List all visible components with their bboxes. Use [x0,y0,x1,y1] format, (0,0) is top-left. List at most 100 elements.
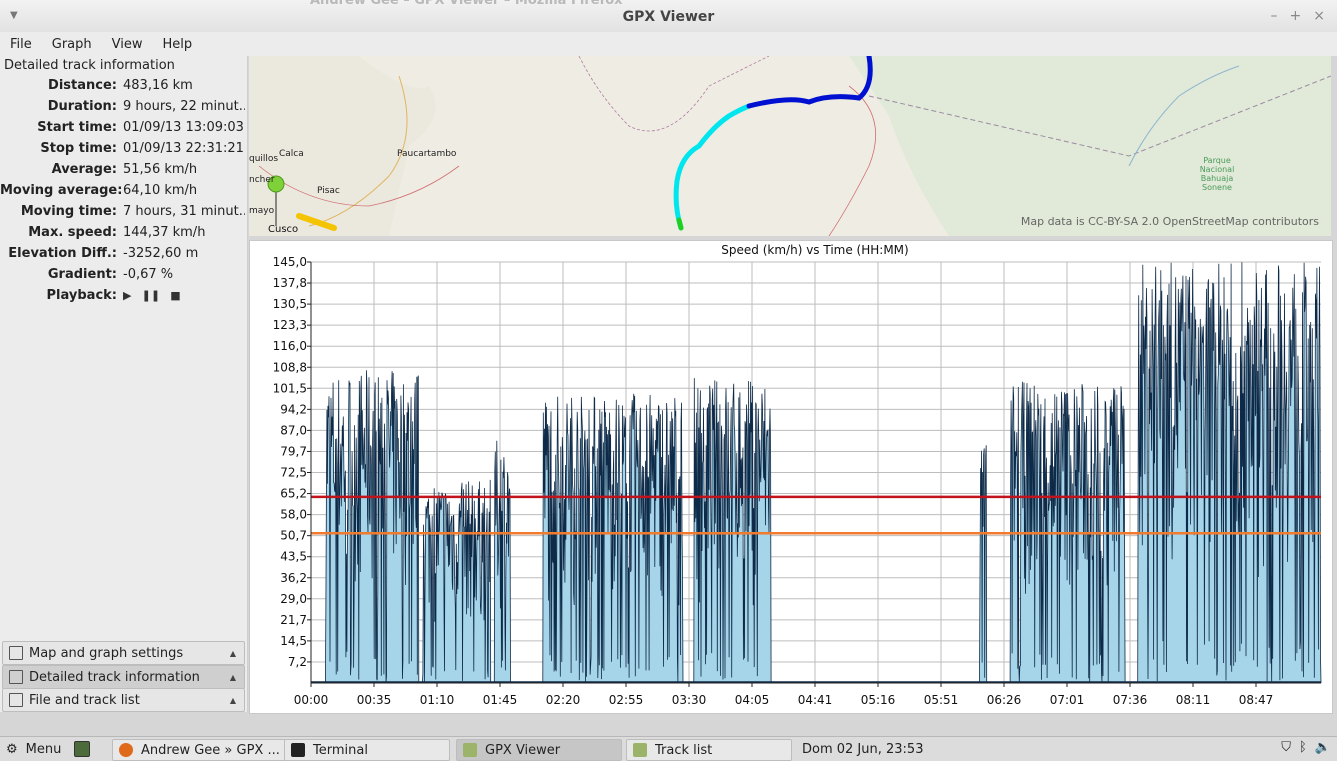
maximize-button[interactable]: + [1289,8,1302,24]
side-panel: Detailed track information Distance: 483,… [0,56,248,712]
y-tick-label: 14,5 [280,634,307,648]
stack-button-label: Map and graph settings [29,645,184,661]
shield-icon[interactable]: ⛉ [1281,740,1291,755]
bluetooth-icon[interactable]: ᛒ [1299,740,1307,755]
y-tick-label: 123,3 [273,318,307,332]
chart-series [311,262,1322,684]
pause-icon[interactable]: ❚❚ [141,289,161,302]
info-key: Stop time: [40,141,117,156]
y-tick-label: 137,8 [273,276,307,290]
info-value: 7 hours, 31 minut... [123,204,245,219]
map-pin-icon[interactable] [267,175,285,193]
x-tick-label: 02:20 [546,693,581,707]
chart-reference-lines [311,495,1321,535]
x-tick-label: 05:16 [861,693,896,707]
taskbar-item-terminal[interactable]: Terminal [284,739,450,761]
info-value: 9 hours, 22 minut... [123,99,245,114]
window-title: GPX Viewer [622,9,715,25]
stop-icon[interactable]: ■ [170,289,181,302]
taskbar-item-firefox[interactable]: Andrew Gee » GPX ... [112,739,290,761]
chart-title: Speed (km/h) vs Time (HH:MM) [721,243,908,257]
y-tick-label: 79,7 [280,444,307,458]
taskbar-item-label: GPX Viewer [485,742,561,758]
map-border [578,56,770,132]
play-icon[interactable]: ▶ [123,289,132,302]
map-label: quillos [249,154,278,164]
map-label: Calca [279,149,304,159]
map-label: Paucartambo [397,149,457,159]
map-canvas[interactable]: Calca Paucartambo Pisac Cusco quillos nc… [249,56,1331,236]
info-row-duration: Duration: 9 hours, 22 minut... [0,96,247,117]
speed-graph[interactable]: 7,2 14,5 21,7 29,0 36,2 43,5 50,7 58,0 65,2 72,5 7… [249,240,1333,714]
x-tick-label: 08:11 [1176,693,1211,707]
menu-help[interactable]: Help [162,36,193,52]
map-track-segment [673,103,752,231]
menu-view[interactable]: View [111,36,143,52]
info-value: 483,16 km [123,78,193,93]
gpx-viewer-icon [463,743,477,757]
clock[interactable]: Dom 02 Jun, 23:53 [802,741,924,757]
info-value: 64,10 km/h [123,183,198,198]
terminal-icon [291,743,305,757]
window-menu-icon[interactable]: ▼ [10,10,18,21]
stack-button-map-graph-settings[interactable]: Map and graph settings ▲ [2,641,245,665]
taskbar-item-track-list[interactable]: Track list [626,739,792,761]
panel-icon [9,646,23,660]
chevron-up-icon: ▲ [229,672,236,682]
map-label: Bahuaja [1201,174,1234,183]
panel-icon [9,693,23,707]
map-road [308,75,408,227]
y-tick-label: 108,8 [273,360,307,374]
map-label: mayo [249,206,275,216]
info-key: Playback: [46,288,117,303]
info-value: 01/09/13 22:31:21 [123,141,244,156]
y-tick-label: 43,5 [280,550,307,564]
stack-button-label: Detailed track information [29,669,200,685]
x-tick-label: 06:26 [987,693,1022,707]
map-river [1128,65,1240,167]
x-tick-label: 00:35 [357,693,392,707]
map-view[interactable]: Calca Paucartambo Pisac Cusco quillos nc… [249,56,1331,236]
y-tick-label: 7,2 [288,655,307,669]
x-tick-label: 02:55 [609,693,644,707]
y-tick-label: 72,5 [280,466,307,480]
info-row-stop-time: Stop time: 01/09/13 22:31:21 [0,138,247,159]
info-row-moving-time: Moving time: 7 hours, 31 minut... [0,201,247,222]
info-row-start-time: Start time: 01/09/13 13:09:03 [0,117,247,138]
show-desktop-button[interactable] [74,739,98,759]
close-button[interactable]: × [1313,8,1325,24]
taskbar-item-gpx-viewer[interactable]: GPX Viewer [456,739,622,761]
map-label: Cusco [268,224,298,235]
taskbar-item-label: Andrew Gee » GPX ... [141,742,280,758]
y-tick-label: 87,0 [280,423,307,437]
menu-file[interactable]: File [10,36,32,52]
panel-header: Detailed track information [4,58,175,73]
map-label: Nacional [1200,165,1235,174]
speed-area-segment [494,440,511,683]
stack-button-file-track-list[interactable]: File and track list ▲ [2,688,245,712]
start-menu-button[interactable]: ⚙ Menu [6,739,61,759]
y-tick-label: 101,5 [273,381,307,395]
minimize-button[interactable]: – [1270,8,1278,24]
info-key: Elevation Diff.: [8,246,117,261]
speed-line-segment [1137,262,1322,684]
volume-icon[interactable]: 🔈 [1314,740,1331,755]
info-row-elevation-diff: Elevation Diff.: -3252,60 m [0,243,247,264]
info-row-distance: Distance: 483,16 km [0,75,247,96]
info-row-max-speed: Max. speed: 144,37 km/h [0,222,247,243]
info-value: 144,37 km/h [123,225,206,240]
map-label: Pisac [317,186,340,196]
stack-button-detailed-track-info[interactable]: Detailed track information ▲ [2,665,245,689]
info-value: 51,56 km/h [123,162,198,177]
taskbar-item-label: Terminal [313,742,368,758]
info-key: Max. speed: [28,225,117,240]
info-key: Moving time: [20,204,117,219]
map-label: Parque [1203,156,1231,165]
system-tray: ⛉ ᛒ 🔈 [1281,740,1331,755]
x-tick-label: 01:45 [483,693,518,707]
window-titlebar[interactable]: Andrew Gee – GPX Viewer – Mozilla Firefo… [0,0,1337,33]
x-tick-label: 08:47 [1239,693,1274,707]
track-list-icon [633,743,647,757]
y-tick-label: 21,7 [280,613,307,627]
menu-graph[interactable]: Graph [51,36,92,52]
